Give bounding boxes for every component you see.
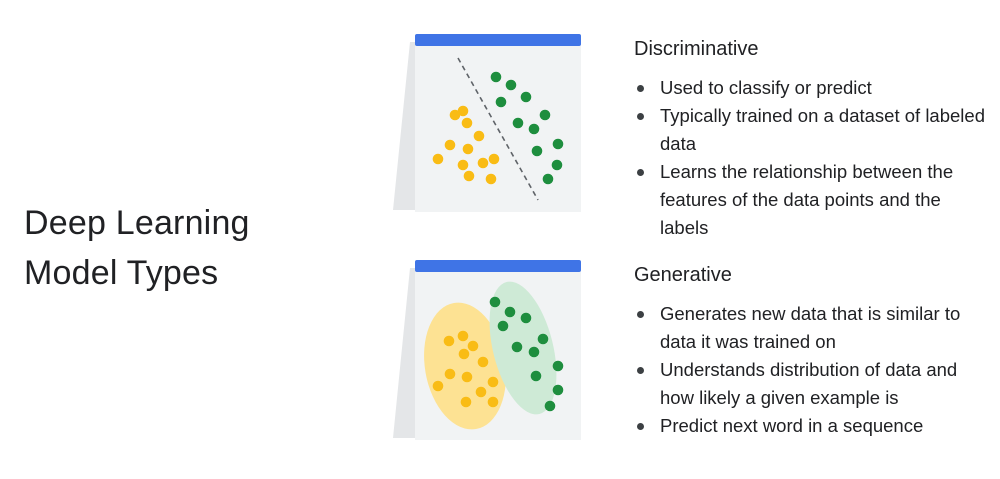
- green-data-point: [551, 159, 563, 171]
- green-data-point: [537, 333, 549, 345]
- green-data-point: [505, 79, 517, 91]
- yellow-data-point: [485, 173, 497, 185]
- green-data-point: [539, 109, 551, 121]
- panel-header-bar: [415, 34, 581, 46]
- green-data-point: [497, 320, 509, 332]
- yellow-data-point: [458, 348, 470, 360]
- discriminative-bullet: Used to classify or predict: [634, 74, 994, 102]
- decision-boundary-line: [457, 57, 539, 201]
- slide-title-line-2: Model Types: [24, 254, 219, 292]
- yellow-data-point: [488, 153, 500, 165]
- yellow-data-point: [444, 139, 456, 151]
- yellow-data-point: [457, 105, 469, 117]
- generative-bullet: Understands distribution of data and how…: [634, 356, 994, 412]
- slide-title: Deep Learning Model Types: [24, 198, 364, 298]
- yellow-data-point: [457, 330, 469, 342]
- green-data-point: [504, 306, 516, 318]
- yellow-data-point: [449, 109, 461, 121]
- generative-panel-svg: [393, 260, 581, 440]
- green-data-point: [531, 145, 543, 157]
- generative-bullet: Predict next word in a sequence: [634, 412, 994, 440]
- generative-illustration: [388, 256, 588, 446]
- green-data-point: [552, 138, 564, 150]
- yellow-data-point: [432, 153, 444, 165]
- green-data-point: [552, 384, 564, 396]
- yellow-data-point: [467, 340, 479, 352]
- yellow-class-points: [432, 330, 499, 408]
- yellow-data-point: [444, 368, 456, 380]
- green-data-point: [489, 296, 501, 308]
- generative-section: Generative Generates new data that is si…: [634, 262, 994, 440]
- yellow-data-point: [487, 396, 499, 408]
- generative-bullet: Generates new data that is similar to da…: [634, 300, 994, 356]
- yellow-data-point: [457, 159, 469, 171]
- yellow-data-point: [432, 380, 444, 392]
- yellow-data-point: [487, 376, 499, 388]
- discriminative-illustration: [388, 30, 588, 220]
- yellow-data-point: [475, 386, 487, 398]
- green-data-point: [528, 123, 540, 135]
- panel-face: [415, 42, 581, 212]
- yellow-data-point: [461, 117, 473, 129]
- green-data-point: [512, 117, 524, 129]
- discriminative-bullet: Learns the relationship between the feat…: [634, 158, 994, 242]
- green-data-point: [544, 400, 556, 412]
- discriminative-panel-svg: [393, 34, 581, 212]
- green-data-point: [530, 370, 542, 382]
- panel-side: [393, 42, 415, 210]
- yellow-class-points: [432, 105, 500, 185]
- yellow-data-point: [473, 130, 485, 142]
- green-data-point: [490, 71, 502, 83]
- yellow-data-point: [462, 143, 474, 155]
- yellow-data-point: [443, 335, 455, 347]
- discriminative-bullet: Typically trained on a dataset of labele…: [634, 102, 994, 158]
- yellow-data-point: [477, 157, 489, 169]
- panel-side: [393, 268, 415, 438]
- slide-title-line-1: Deep Learning: [24, 204, 250, 242]
- green-data-point: [511, 341, 523, 353]
- yellow-cluster-region: [424, 302, 506, 430]
- green-class-points: [490, 71, 564, 185]
- green-data-point: [520, 312, 532, 324]
- yellow-data-point: [477, 356, 489, 368]
- green-data-point: [495, 96, 507, 108]
- yellow-data-point: [463, 170, 475, 182]
- yellow-data-point: [461, 371, 473, 383]
- generative-heading: Generative: [634, 264, 732, 286]
- discriminative-bullet-list: Used to classify or predict Typically tr…: [634, 74, 994, 242]
- green-data-point: [528, 346, 540, 358]
- panel-header-bar: [415, 260, 581, 272]
- generative-bullet-list: Generates new data that is similar to da…: [634, 300, 994, 440]
- green-class-points: [489, 296, 564, 412]
- discriminative-section: Discriminative Used to classify or predi…: [634, 36, 994, 242]
- green-data-point: [542, 173, 554, 185]
- discriminative-heading: Discriminative: [634, 38, 759, 60]
- green-data-point: [552, 360, 564, 372]
- yellow-data-point: [460, 396, 472, 408]
- green-data-point: [520, 91, 532, 103]
